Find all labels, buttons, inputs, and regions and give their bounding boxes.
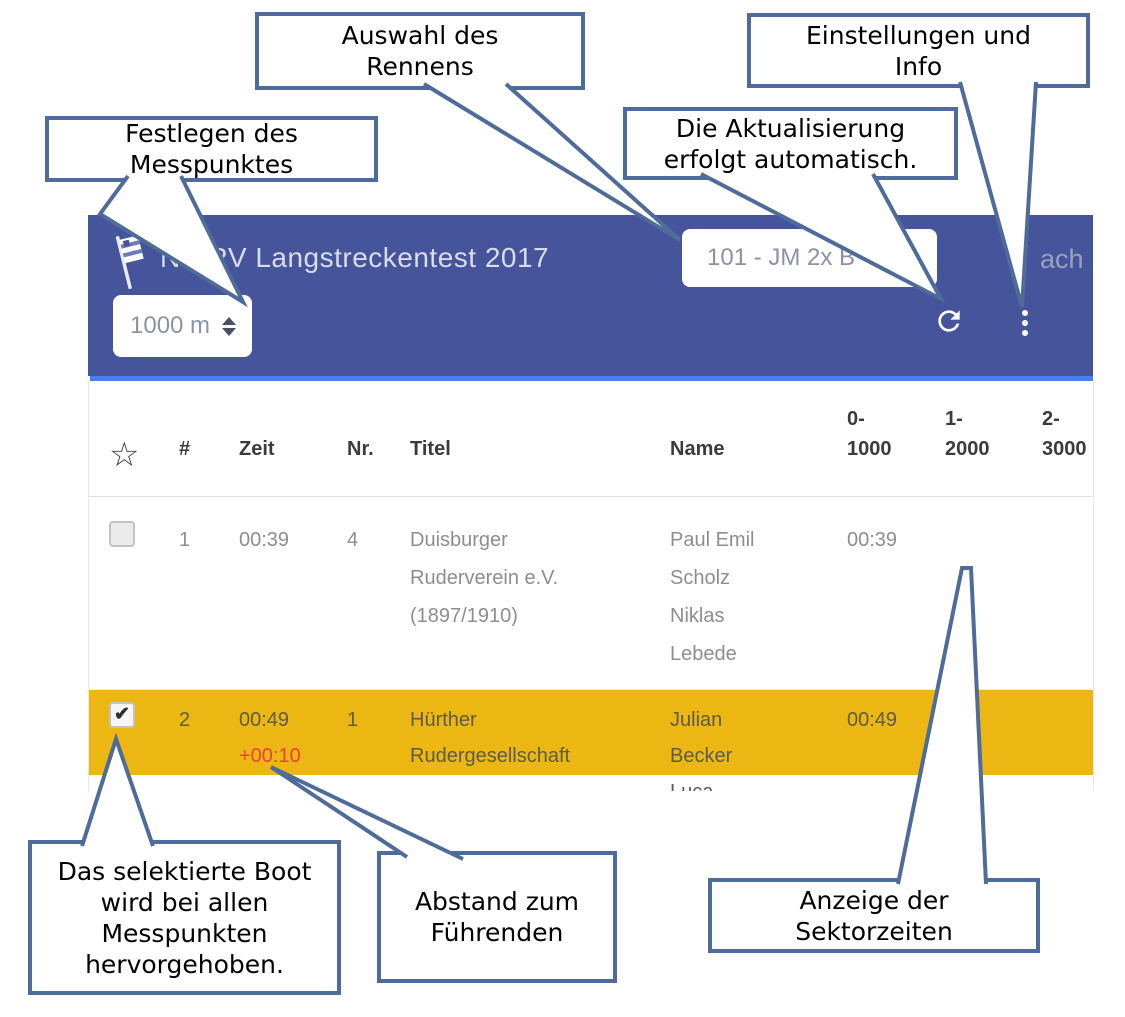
select-updown-icon	[222, 316, 237, 336]
truncated-header-label: ach	[1040, 244, 1084, 274]
callout-sector-times: Anzeige der Sektorzeiten	[708, 878, 1040, 953]
rank-value: 2	[179, 709, 191, 731]
col-rank: #	[179, 438, 191, 460]
sector3-time	[1042, 690, 1093, 702]
col-bow: Nr.	[347, 438, 374, 460]
overflow-menu-icon[interactable]	[1016, 305, 1034, 341]
progress-accent-line	[90, 376, 1093, 381]
app-logo-flag-icon	[115, 235, 144, 290]
sector3-time	[1042, 497, 1093, 521]
time-value: 00:39	[239, 529, 290, 551]
sector1-time: 00:49	[847, 709, 898, 731]
row-select-checkbox[interactable]	[109, 521, 135, 547]
row-select-checkbox[interactable]: ✔	[109, 702, 135, 728]
table-row: 1 00:39 4 Duisburger Ruderverein e.V. (1…	[89, 497, 1093, 690]
measure-point-select[interactable]: 1000 m	[113, 295, 252, 357]
callout-selected-boat: Das selektierte Boot wird bei allen Mess…	[28, 840, 341, 995]
callout-auto-refresh: Die Aktualisierung erfolgt automatisch.	[623, 107, 958, 180]
table-row-selected: ✔ 2 00:49 +00:10 1 Hürther Rudergesellsc…	[89, 690, 1093, 791]
gap-to-leader-value: +00:10	[239, 745, 301, 767]
callout-measure-point: Festlegen des Messpunktes	[45, 116, 378, 182]
checkmark-icon: ✔	[114, 704, 130, 725]
refresh-icon[interactable]	[933, 305, 965, 337]
measure-point-value: 1000 m	[130, 312, 211, 339]
race-select-input[interactable]	[682, 229, 937, 287]
callout-settings-info: Einstellungen und Info	[747, 13, 1090, 88]
callout-race-selection: Auswahl des Rennens	[255, 12, 585, 90]
crew-names: Julian Becker Luca	[670, 709, 733, 791]
club-name: Hürther Rudergesellschaft	[410, 709, 571, 767]
time-value: 00:49	[239, 709, 290, 731]
bow-number: 4	[347, 529, 359, 551]
table-header-row: ☆ # Zeit Nr. Titel Name 0- 1000 1- 2000 …	[89, 381, 1093, 497]
col-crew: Name	[670, 438, 725, 460]
star-column-header-icon: ☆	[109, 436, 140, 474]
app-toolbar: NWRV Langstreckentest 2017 ach 1000 m	[88, 215, 1093, 376]
col-club: Titel	[410, 438, 451, 460]
col-sector1: 0- 1000	[847, 408, 892, 460]
club-name: Duisburger Ruderverein e.V. (1897/1910)	[410, 529, 559, 627]
bow-number: 1	[347, 709, 359, 731]
results-table: ☆ # Zeit Nr. Titel Name 0- 1000 1- 2000 …	[88, 381, 1094, 791]
sector1-time: 00:39	[847, 529, 898, 551]
callout-gap-to-leader: Abstand zum Führenden	[377, 851, 617, 983]
sector2-time	[945, 690, 1042, 702]
sector2-time	[945, 497, 1042, 521]
app-title: NWRV Langstreckentest 2017	[160, 242, 550, 273]
crew-names: Paul Emil Scholz Niklas Lebede	[670, 529, 755, 665]
rank-value: 1	[179, 529, 191, 551]
col-sector2: 1- 2000	[945, 408, 990, 460]
col-sector3: 2- 3000	[1042, 408, 1087, 460]
col-time: Zeit	[239, 438, 275, 460]
